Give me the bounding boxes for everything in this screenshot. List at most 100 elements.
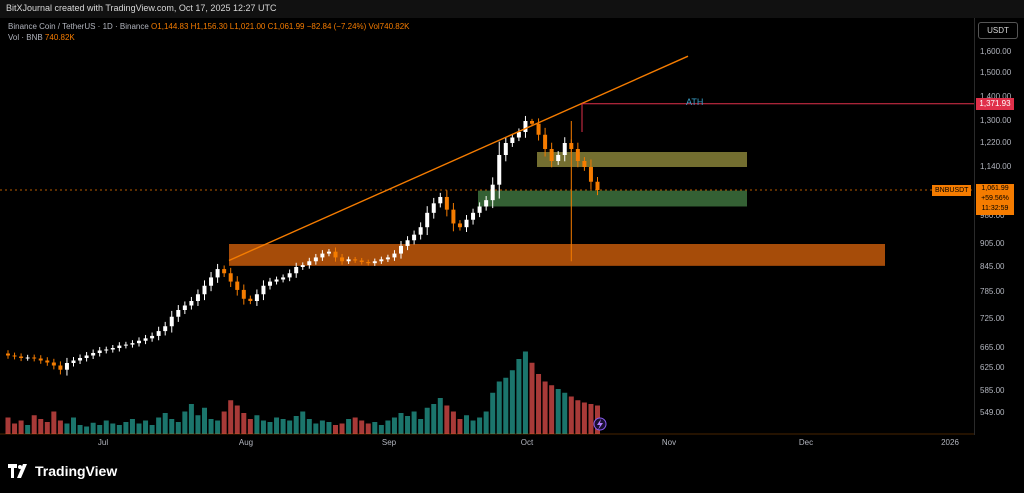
volume-bar bbox=[562, 392, 568, 434]
volume-bar bbox=[254, 415, 260, 434]
volume-bar bbox=[326, 422, 332, 434]
candle-body bbox=[379, 259, 384, 262]
price-chart[interactable] bbox=[0, 18, 974, 435]
candle-body bbox=[510, 137, 515, 143]
volume-bar bbox=[536, 374, 542, 434]
volume-bar bbox=[483, 411, 489, 434]
candle-body bbox=[300, 265, 305, 267]
volume-bar bbox=[405, 416, 411, 434]
logo-text: TradingView bbox=[35, 463, 118, 479]
candle-body bbox=[457, 223, 462, 228]
volume-label: Vol · BNB bbox=[8, 33, 43, 42]
candle-body bbox=[536, 123, 541, 135]
tradingview-logo[interactable]: TradingView bbox=[8, 463, 117, 479]
header-bar: BitXJournal created with TradingView.com… bbox=[0, 0, 1024, 18]
volume-legend[interactable]: Vol · BNB 740.82K bbox=[8, 33, 75, 42]
price-axis-border bbox=[974, 18, 975, 435]
candle-body bbox=[143, 338, 148, 341]
candle-body bbox=[45, 360, 50, 363]
candle-body bbox=[438, 196, 443, 204]
candle-body bbox=[137, 340, 141, 344]
time-tick-label: Dec bbox=[798, 438, 814, 447]
volume-bar bbox=[490, 392, 496, 434]
candle-body bbox=[530, 121, 534, 124]
candle-body bbox=[123, 344, 128, 346]
candle-body bbox=[241, 289, 246, 299]
time-tick-label: Nov bbox=[661, 438, 677, 447]
volume-bar bbox=[129, 419, 135, 434]
candle-body bbox=[156, 331, 161, 336]
candle-body bbox=[372, 261, 377, 264]
candle-body bbox=[163, 326, 168, 332]
candle-body bbox=[392, 253, 397, 258]
current-price: 1,061.99 bbox=[981, 185, 1009, 192]
volume-bar bbox=[97, 425, 103, 434]
volume-bar bbox=[71, 417, 76, 434]
volume-bar bbox=[391, 417, 397, 434]
ath-annotation: ATH bbox=[686, 97, 704, 107]
volume-bar bbox=[202, 407, 207, 434]
volume-bar bbox=[529, 362, 535, 434]
candle-body bbox=[130, 343, 135, 345]
price-tick-label: 1,300.00 bbox=[980, 116, 1012, 125]
volume-bar bbox=[247, 419, 253, 434]
time-tick-label: Aug bbox=[238, 438, 254, 447]
volume-bar bbox=[51, 411, 57, 434]
created-by-text: BitXJournal created with TradingView.com… bbox=[6, 3, 277, 13]
volume-bar bbox=[162, 413, 168, 434]
price-tick-label: 905.00 bbox=[980, 239, 1005, 248]
volume-bar bbox=[156, 417, 162, 434]
candle-body bbox=[117, 345, 122, 348]
price-tick-label: 785.00 bbox=[980, 287, 1005, 296]
volume-bar bbox=[188, 404, 194, 434]
volume-bar bbox=[57, 420, 63, 434]
footer bbox=[0, 455, 1024, 493]
currency-button[interactable]: USDT bbox=[978, 22, 1018, 39]
volume-bar bbox=[274, 417, 280, 434]
volume-bar bbox=[418, 419, 424, 434]
time-tick-label: Sep bbox=[381, 438, 397, 447]
candle-body bbox=[464, 219, 469, 228]
candle-body bbox=[281, 277, 286, 280]
candle-body bbox=[19, 356, 24, 358]
volume-bar bbox=[18, 420, 24, 434]
volume-bar bbox=[424, 407, 430, 434]
current-price-label: 1,061.99 +59.56% 11:32:59 bbox=[976, 184, 1014, 215]
volume-bar bbox=[411, 411, 417, 434]
volume-bar bbox=[64, 423, 70, 434]
volume-bar bbox=[457, 419, 463, 434]
volume-bar bbox=[169, 419, 175, 434]
symbol-legend[interactable]: Binance Coin / TetherUS · 1D · Binance O… bbox=[8, 22, 409, 31]
candle-body bbox=[110, 348, 115, 350]
zone-orange bbox=[229, 244, 885, 266]
volume-bar bbox=[503, 377, 509, 434]
candle-body bbox=[484, 200, 489, 207]
candle-body bbox=[497, 155, 502, 185]
volume-bar bbox=[464, 415, 469, 434]
candle-body bbox=[359, 260, 364, 263]
volume-bar bbox=[378, 425, 384, 434]
candle-body bbox=[431, 203, 436, 213]
price-tick-label: 1,400.00 bbox=[980, 92, 1012, 101]
candle-body bbox=[523, 121, 528, 132]
time-tick-label: 2026 bbox=[941, 438, 959, 447]
price-tick-label: 1,500.00 bbox=[980, 68, 1012, 77]
volume-bar bbox=[437, 398, 443, 434]
candle-body bbox=[78, 358, 83, 361]
candle-body bbox=[412, 234, 417, 241]
candle-body bbox=[58, 365, 63, 370]
price-tick-label: 585.00 bbox=[980, 386, 1005, 395]
volume-bar bbox=[12, 423, 18, 434]
volume-bar bbox=[182, 411, 188, 434]
candle-body bbox=[248, 298, 253, 301]
price-tick-label: 725.00 bbox=[980, 314, 1005, 323]
price-tick-label: 625.00 bbox=[980, 363, 1005, 372]
volume-bar bbox=[542, 381, 548, 434]
candle-body bbox=[595, 181, 600, 190]
candle-body bbox=[12, 355, 17, 357]
candle-body bbox=[91, 353, 96, 356]
candle-body bbox=[182, 305, 187, 310]
candle-body bbox=[543, 134, 548, 149]
volume-bar bbox=[306, 419, 312, 434]
candle-body bbox=[477, 206, 482, 213]
